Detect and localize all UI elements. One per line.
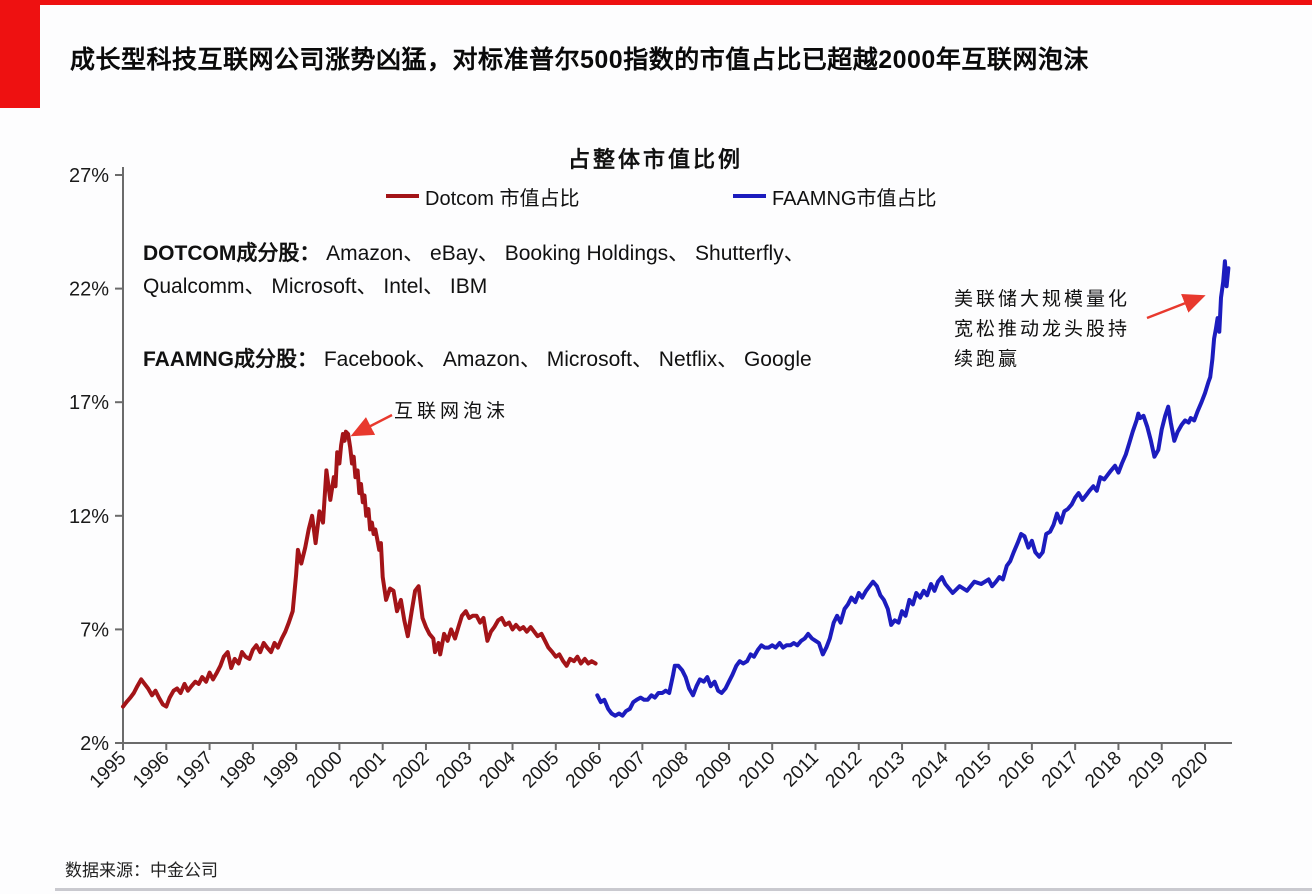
x-axis-label: 2001 (345, 748, 390, 793)
top-red-strip (0, 0, 1312, 5)
x-axis-label: 2006 (562, 748, 607, 793)
chart-title: 占整体市值比例 (568, 147, 744, 173)
series-line (121, 429, 598, 709)
x-axis-label: 2018 (1081, 748, 1126, 793)
x-axis-label: 2020 (1168, 748, 1213, 793)
x-axis-label: 2010 (735, 748, 780, 793)
legend-label-dotcom: Dotcom 市值占比 (425, 187, 580, 210)
dotcom-bubble-annotation: 互联网泡沫 (394, 400, 510, 422)
x-axis-label: 2003 (432, 748, 477, 793)
qe-annotation-line3: 续跑赢 (954, 348, 1021, 370)
dotcom-components-prefix: DOTCOM成分股： (143, 242, 321, 265)
data-source-note: 数据来源：中金公司 (65, 861, 218, 880)
legend-item-faamng: FAAMNG市值占比 (733, 183, 937, 210)
x-axis-label: 2013 (865, 748, 910, 793)
y-axis-label: 22% (69, 279, 109, 301)
x-axis-label: 2019 (1125, 748, 1170, 793)
x-axis-label: 2000 (302, 748, 347, 793)
y-axis-label: 2% (80, 733, 109, 755)
y-axis-label: 12% (69, 506, 109, 528)
x-axis-label: 1998 (216, 748, 261, 793)
x-axis-label: 2014 (908, 747, 953, 792)
dotcom-components-note-line1: DOTCOM成分股： Amazon、 eBay、 Booking Holding… (143, 237, 805, 267)
faamng-components-list: Facebook、 Amazon、 Microsoft、 Netflix、 Go… (323, 348, 812, 371)
x-axis-label: 2012 (822, 748, 867, 793)
legend-label-faamng: FAAMNG市值占比 (772, 187, 937, 210)
x-axis-label: 2009 (692, 748, 737, 793)
x-axis-label: 2011 (779, 748, 823, 792)
bubble-arrow (350, 413, 393, 437)
x-axis-label: 1999 (259, 748, 304, 793)
dotcom-line-swatch (386, 194, 419, 198)
faamng-components-prefix: FAAMNG成分股： (143, 348, 318, 371)
faamng-line-swatch (733, 194, 766, 198)
qe-annotation: 美联储大规模量化 宽松推动龙头股持 续跑赢 (954, 284, 1130, 374)
page-title: 成长型科技互联网公司涨势凶猛，对标准普尔500指数的市值占比已超越2000年互联… (70, 46, 1089, 74)
dotcom-components-list: Amazon、 eBay、 Booking Holdings、 Shutterf… (326, 242, 805, 265)
y-axis-label: 17% (69, 392, 109, 414)
x-axis-label: 2004 (475, 747, 520, 792)
x-axis-label: 1997 (172, 748, 217, 793)
dotcom-components-note-line2: Qualcomm、 Microsoft、 Intel、 IBM (143, 275, 488, 298)
y-axis-label: 27% (69, 165, 109, 187)
qe-annotation-line2: 宽松推动龙头股持 (954, 318, 1131, 340)
chart-legend: Dotcom 市值占比 FAAMNG市值占比 (0, 183, 1312, 210)
x-axis-label: 2017 (1038, 748, 1083, 793)
x-axis-label: 2016 (995, 748, 1040, 793)
x-axis-label: 2008 (648, 748, 693, 793)
x-axis-label: 2002 (389, 748, 434, 793)
qe-annotation-line1: 美联储大规模量化 (954, 288, 1131, 310)
x-axis-label: 2005 (519, 748, 564, 793)
x-axis-label: 2007 (605, 748, 650, 793)
bottom-divider (55, 888, 1312, 891)
left-red-block (0, 4, 40, 108)
x-axis-label: 1996 (129, 748, 174, 793)
faamng-components-note: FAAMNG成分股： Facebook、 Amazon、 Microsoft、 … (143, 343, 812, 373)
series-line (595, 259, 1231, 718)
qe-arrow (1146, 294, 1206, 320)
y-axis-label: 7% (80, 619, 109, 641)
legend-item-dotcom: Dotcom 市值占比 (386, 183, 580, 210)
x-axis-label: 2015 (951, 748, 996, 793)
